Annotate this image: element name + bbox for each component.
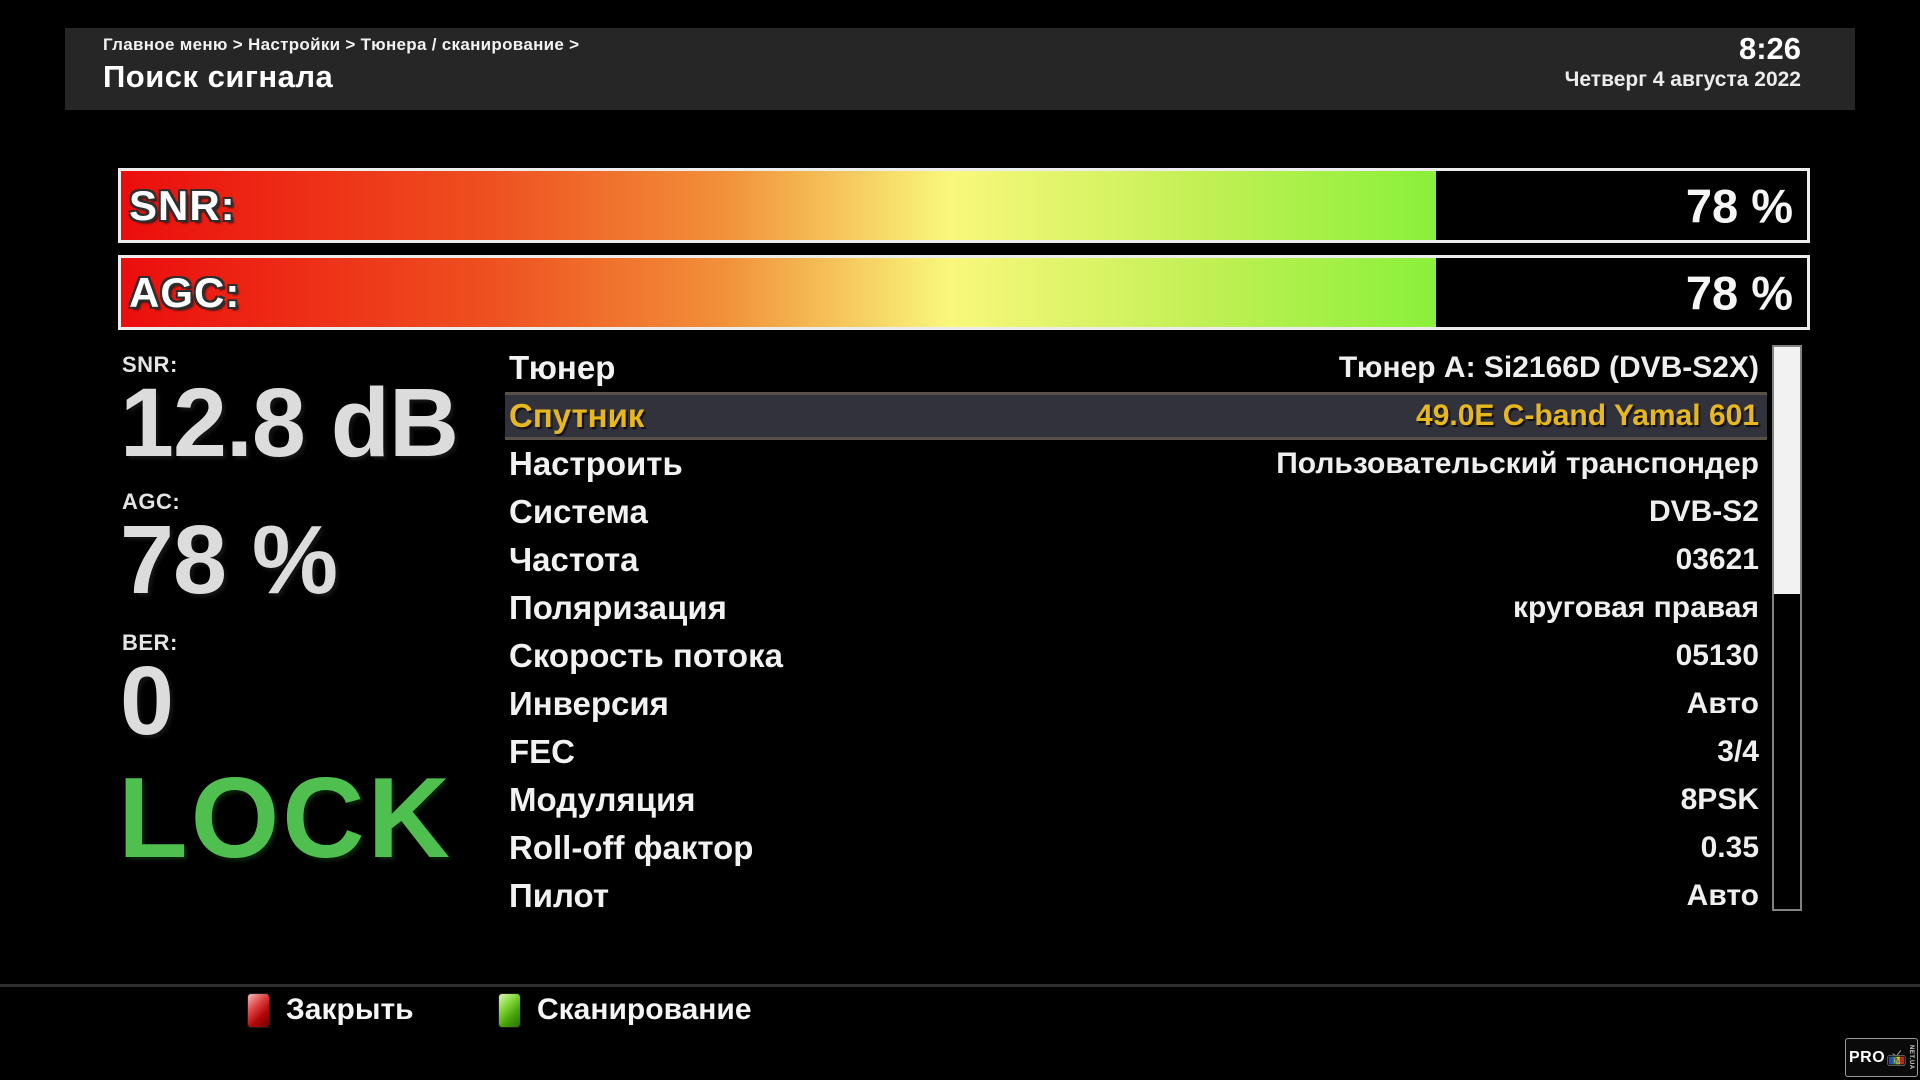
setting-value: Тюнер A: Si2166D (DVB-S2X) <box>1338 351 1759 384</box>
setting-value: Авто <box>1686 879 1759 912</box>
setting-label: Система <box>509 493 648 530</box>
clock: 8:26 Четверг 4 августа 2022 <box>1565 28 1855 110</box>
setting-label: Тюнер <box>509 349 616 386</box>
setting-label: Скорость потока <box>509 637 783 674</box>
agc-progress-fill <box>121 258 1437 327</box>
agc-progress-bar: AGC: 78 % <box>118 255 1810 330</box>
settings-row-pilot[interactable]: Пилот Авто <box>505 872 1767 920</box>
setting-value: 3/4 <box>1717 735 1759 768</box>
agc-readout-value: 78 % <box>120 505 338 614</box>
setting-label: Поляризация <box>509 589 727 626</box>
settings-row-system[interactable]: Система DVB-S2 <box>505 488 1767 536</box>
setting-label: Модуляция <box>509 781 696 818</box>
setting-value: 0.35 <box>1700 831 1759 864</box>
agc-readout-label: AGC: <box>122 489 181 514</box>
settings-row-frequency[interactable]: Частота 03621 <box>505 536 1767 584</box>
snr-readout-label: SNR: <box>122 352 178 377</box>
settings-row-fec[interactable]: FEC 3/4 <box>505 728 1767 776</box>
clock-time: 8:26 <box>1738 31 1801 66</box>
setting-value: круговая правая <box>1513 591 1759 624</box>
setting-value: DVB-S2 <box>1648 495 1759 528</box>
setting-value: 03621 <box>1675 543 1759 576</box>
clock-date: Четверг 4 августа 2022 <box>1564 68 1801 92</box>
scrollbar-thumb[interactable] <box>1774 347 1800 595</box>
ber-readout-value: 0 <box>120 646 174 755</box>
snr-progress-bar: SNR: 78 % <box>118 168 1810 243</box>
ber-readout-label: BER: <box>122 630 178 655</box>
settings-row-symbol-rate[interactable]: Скорость потока 05130 <box>505 632 1767 680</box>
lock-status-badge: LOCK <box>118 755 453 882</box>
settings-scrollbar[interactable] <box>1772 345 1802 911</box>
setting-label: Настроить <box>509 445 683 482</box>
settings-row-inversion[interactable]: Инверсия Авто <box>505 680 1767 728</box>
setting-label: Пилот <box>509 877 610 914</box>
snr-progress-fill <box>121 171 1437 240</box>
page-title: Поиск сигнала <box>103 59 334 94</box>
settings-row-modulation[interactable]: Модуляция 8PSK <box>505 776 1767 824</box>
header-titles: Главное меню > Настройки > Тюнера / скан… <box>65 28 579 110</box>
setting-label: FEC <box>509 733 575 770</box>
settings-row-configure[interactable]: Настроить Пользовательский транспондер <box>505 440 1767 488</box>
protv-logo-text: PRO <box>1849 1048 1886 1066</box>
footer-divider <box>0 984 1920 987</box>
setting-value: 49.0E C-band Yamal 601 <box>1416 399 1759 432</box>
svg-text:TV: TV <box>1893 1058 1902 1065</box>
protv-logo: PRO TV NET.UA <box>1845 1038 1918 1077</box>
red-key-icon <box>247 992 270 1028</box>
settings-row-polarization[interactable]: Поляризация круговая правая <box>505 584 1767 632</box>
agc-bar-value: 78 % <box>1685 266 1793 319</box>
scan-button-label: Сканирование <box>537 993 752 1026</box>
agc-bar-label: AGC: <box>129 268 241 316</box>
settings-row-tuner[interactable]: Тюнер Тюнер A: Si2166D (DVB-S2X) <box>505 344 1767 392</box>
snr-bar-label: SNR: <box>129 181 236 229</box>
setting-value: Авто <box>1686 687 1759 720</box>
close-button-label: Закрыть <box>286 993 414 1026</box>
setting-label: Частота <box>509 541 639 578</box>
setting-label: Roll-off фактор <box>509 829 754 866</box>
scan-button[interactable]: Сканирование <box>498 991 752 1029</box>
setting-value: Пользовательский транспондер <box>1276 447 1759 480</box>
settings-list: Тюнер Тюнер A: Si2166D (DVB-S2X) Спутник… <box>505 344 1767 920</box>
header-bar: Главное меню > Настройки > Тюнера / скан… <box>65 28 1855 110</box>
tv-icon: TV <box>1887 1049 1906 1066</box>
snr-readout-value: 12.8 dB <box>120 368 459 477</box>
setting-value: 05130 <box>1675 639 1759 672</box>
setting-label: Спутник <box>509 397 645 434</box>
setting-value: 8PSK <box>1680 783 1759 816</box>
breadcrumb: Главное меню > Настройки > Тюнера / скан… <box>103 35 580 54</box>
settings-row-satellite[interactable]: Спутник 49.0E C-band Yamal 601 <box>505 392 1767 440</box>
protv-domain-text: NET.UA <box>1908 1045 1914 1070</box>
setting-label: Инверсия <box>509 685 669 722</box>
settings-row-rolloff[interactable]: Roll-off фактор 0.35 <box>505 824 1767 872</box>
close-button[interactable]: Закрыть <box>247 991 414 1029</box>
snr-bar-value: 78 % <box>1685 179 1793 232</box>
green-key-icon <box>498 992 521 1028</box>
